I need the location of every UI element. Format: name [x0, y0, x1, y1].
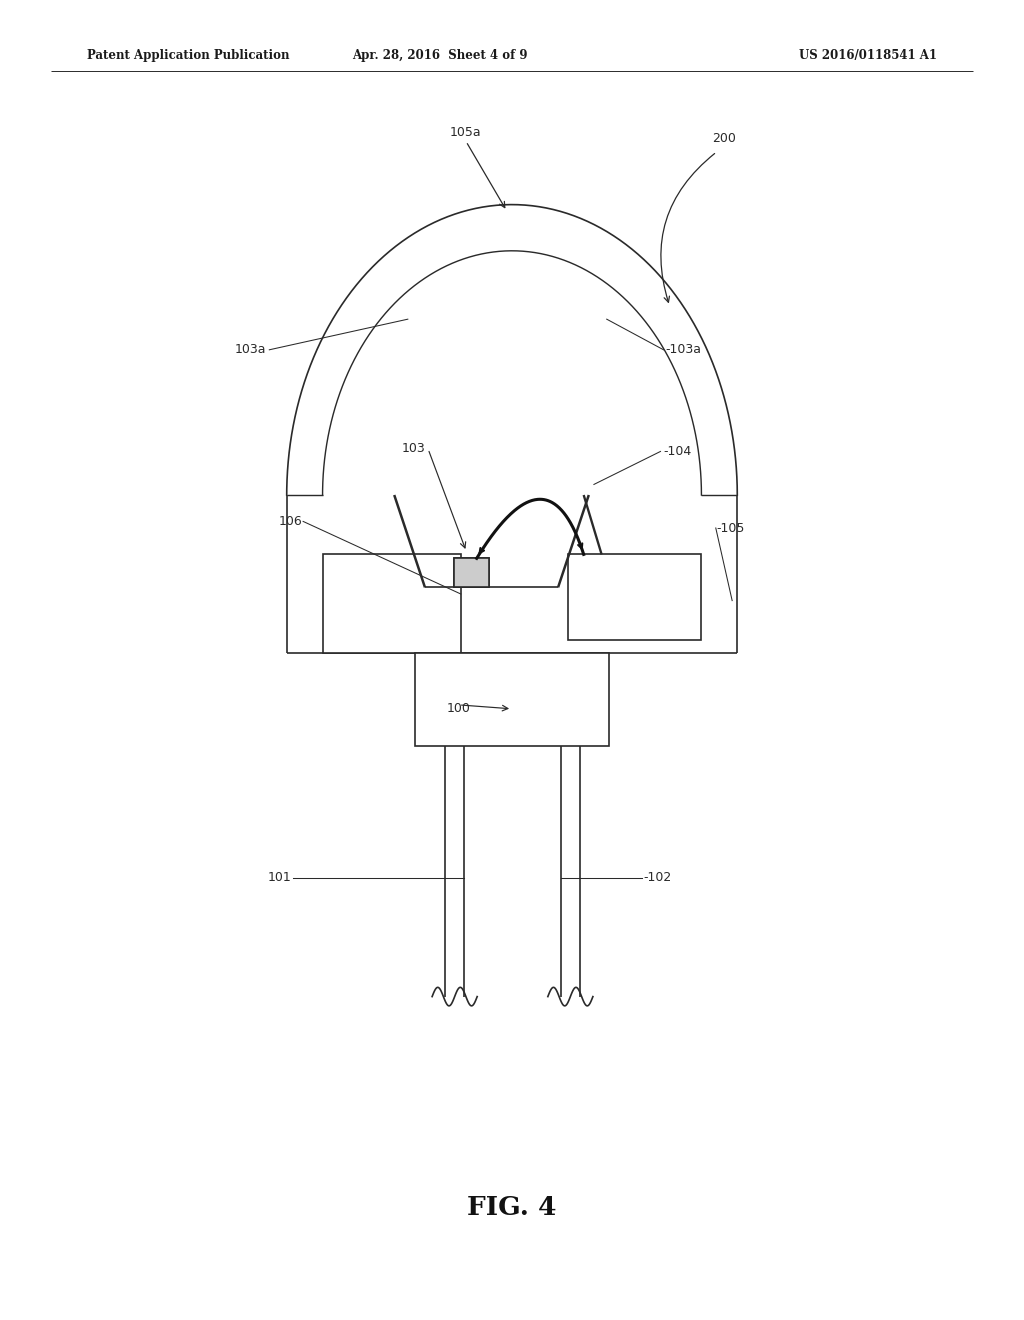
Bar	[323, 554, 461, 653]
Text: US 2016/0118541 A1: US 2016/0118541 A1	[799, 49, 937, 62]
Text: 103a: 103a	[234, 343, 266, 356]
Text: -103a: -103a	[666, 343, 701, 356]
Bar	[415, 653, 609, 746]
Text: FIG. 4: FIG. 4	[467, 1196, 557, 1220]
Text: -105: -105	[717, 521, 745, 535]
Text: 106: 106	[279, 515, 302, 528]
Text: 101: 101	[268, 871, 292, 884]
Text: 100: 100	[446, 702, 471, 715]
Bar	[454, 558, 489, 587]
Text: 200: 200	[712, 132, 735, 145]
Text: 103: 103	[401, 442, 425, 455]
Text: 105a: 105a	[451, 125, 481, 139]
Bar	[568, 554, 701, 640]
Text: Apr. 28, 2016  Sheet 4 of 9: Apr. 28, 2016 Sheet 4 of 9	[352, 49, 528, 62]
Text: -102: -102	[643, 871, 672, 884]
Text: Patent Application Publication: Patent Application Publication	[87, 49, 290, 62]
Bar	[454, 558, 489, 587]
Text: -104: -104	[664, 445, 692, 458]
